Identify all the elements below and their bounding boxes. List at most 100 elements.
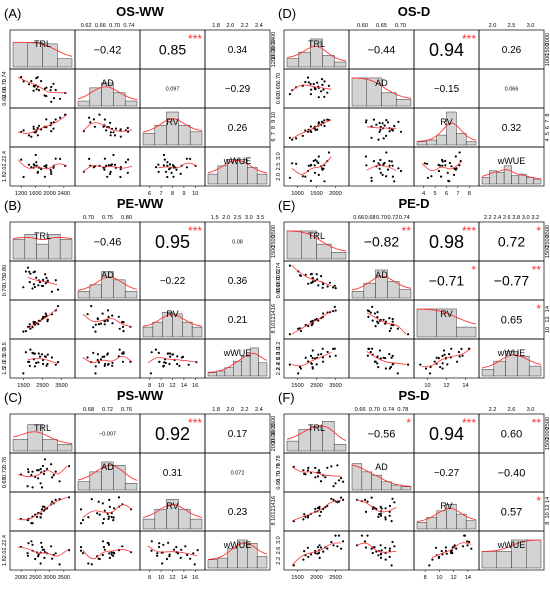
significance-stars: **: [532, 416, 542, 430]
scatter-point: [375, 123, 378, 126]
scatter-point: [101, 540, 105, 543]
correlation-value: −0.22: [160, 276, 186, 287]
scatter-point: [64, 113, 67, 116]
cell-wwue-wwue: wWUE: [478, 146, 545, 187]
scatter-point: [97, 361, 100, 364]
hist-bar: [533, 178, 542, 185]
scatter-point: [36, 76, 39, 79]
smooth-curve: [27, 277, 58, 286]
scatter-point: [92, 166, 95, 169]
scatter-point: [428, 372, 432, 375]
scatter-point: [445, 552, 448, 555]
cell-wwue-ad: [74, 338, 141, 379]
tick-label: 14: [181, 575, 187, 581]
tick-label: 2.2: [484, 215, 492, 221]
scatter-point: [371, 347, 374, 350]
cell-frame: [413, 146, 480, 187]
correlation-value: 0.21: [228, 315, 248, 326]
scatter-point: [56, 288, 60, 291]
smooth-curve: [291, 466, 342, 477]
scatter-point: [27, 83, 31, 86]
cell-frame: [139, 338, 206, 379]
scatter-point: [377, 138, 380, 141]
scatter-point: [435, 356, 438, 359]
cell-rv-trl: [9, 107, 76, 148]
scatter-point: [332, 498, 335, 501]
scatter-point: [307, 282, 310, 285]
hist-bar: [286, 440, 300, 452]
tick-label: 10: [271, 515, 277, 521]
scatter-point: [31, 486, 34, 489]
scatter-point: [29, 348, 32, 351]
tick-label: 2500: [310, 383, 322, 389]
hist-bar: [124, 483, 138, 491]
scatter-point: [393, 545, 396, 548]
cell-trl-wwue: 0.08: [204, 221, 271, 262]
scatter-point: [318, 544, 321, 547]
scatter-point: [52, 166, 55, 169]
scatter-point: [179, 172, 182, 175]
scatter-point: [437, 169, 440, 173]
scatter-point: [440, 175, 443, 178]
correlation-value: −0.42: [94, 44, 122, 56]
scatter-point: [314, 551, 317, 555]
scatter-point: [90, 563, 93, 566]
scatter-point: [313, 171, 317, 174]
hist-bar: [436, 308, 457, 338]
hist-bar: [322, 421, 335, 452]
scatter-point: [112, 516, 115, 519]
tick-label: 8: [171, 191, 174, 197]
scatter-point: [372, 160, 375, 163]
scatter-point: [79, 522, 83, 525]
scatter-point: [304, 356, 307, 359]
scatter-point: [107, 515, 110, 518]
tick-label: 1600: [29, 191, 41, 197]
tick-label: 2.5: [2, 355, 8, 363]
density-curve: [482, 539, 541, 552]
scatter-point: [168, 163, 172, 166]
scatter-point: [309, 93, 312, 96]
scatter-point: [441, 164, 444, 167]
scatter-point: [27, 163, 31, 166]
scatter-point: [26, 554, 30, 557]
tick-label: 2.2: [2, 159, 8, 167]
scatter-point: [112, 153, 115, 157]
tick-label: 2000: [545, 33, 550, 45]
correlation-value: 0.26: [228, 123, 248, 134]
scatter-point: [51, 557, 54, 560]
cell-wwue-ad: [74, 146, 141, 187]
tick-label: 0.78: [397, 407, 408, 413]
scatter-point: [24, 351, 27, 354]
scatter-point: [371, 551, 374, 555]
scatter-point: [384, 558, 387, 561]
scatter-point: [378, 513, 381, 516]
scatter-point: [368, 310, 371, 313]
scatter-point: [319, 510, 323, 513]
significance-stars: **: [532, 263, 542, 277]
scatter-point: [332, 485, 335, 488]
correlation-value: 0.17: [228, 429, 248, 440]
variable-label: AD: [375, 270, 388, 280]
tick-label: 0.66: [276, 479, 282, 490]
scatter-point: [393, 124, 396, 128]
significance-stars: ***: [188, 32, 202, 46]
scatter-point: [320, 167, 324, 170]
scatter-point: [168, 362, 171, 366]
scatter-point: [111, 364, 114, 367]
scatter-point: [43, 165, 46, 168]
variable-label: AD: [101, 462, 114, 472]
smooth-curve: [291, 84, 332, 91]
scatter-point: [441, 362, 444, 365]
hist-bar: [216, 370, 226, 377]
scatter-point: [106, 512, 109, 516]
tick-label: 1500: [545, 246, 550, 258]
tick-label: 8: [148, 575, 151, 581]
hist-bar: [77, 481, 91, 491]
hist-bar: [363, 282, 376, 299]
hist-bar: [426, 139, 437, 146]
scatter-point: [311, 276, 314, 280]
tick-label: 4: [422, 191, 425, 197]
scatter-point: [40, 508, 44, 511]
scatter-point: [370, 179, 373, 182]
tick-label: 2000: [329, 191, 341, 197]
